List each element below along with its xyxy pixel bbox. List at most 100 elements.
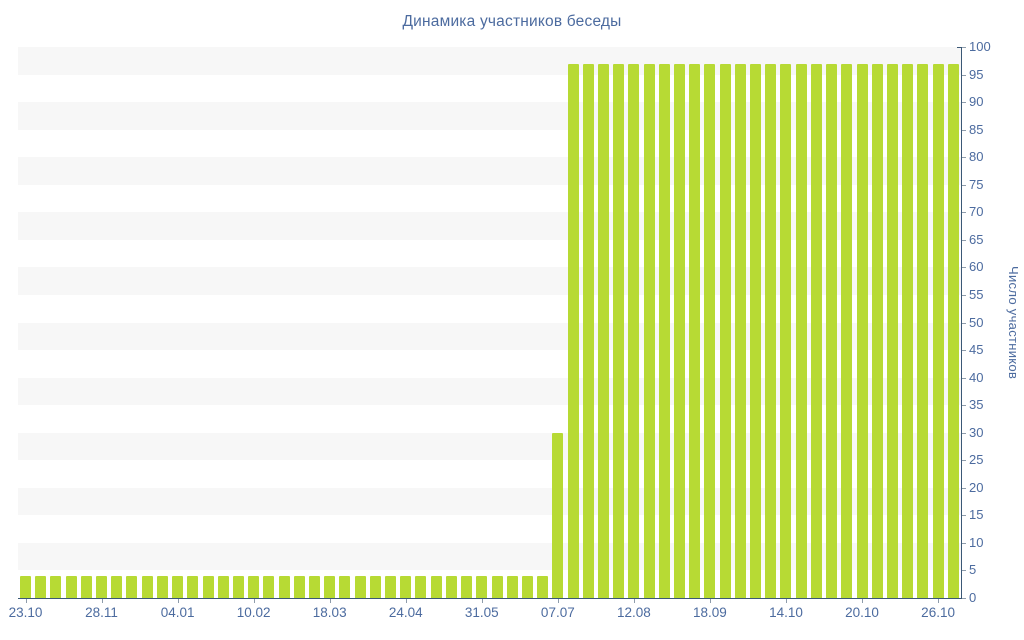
bar <box>385 575 397 598</box>
x-tick <box>405 599 407 603</box>
bar <box>461 575 473 598</box>
bar <box>65 575 77 598</box>
y-tick <box>962 350 966 352</box>
y-tick <box>962 598 966 599</box>
x-tick-label: 18.03 <box>312 605 347 620</box>
bar <box>902 63 914 598</box>
y-tick-label: 40 <box>969 369 984 385</box>
y-tick-label: 45 <box>969 342 984 358</box>
y-tick-label: 90 <box>969 94 984 110</box>
y-tick <box>962 515 966 517</box>
y-tick <box>962 129 966 131</box>
x-tick-label: 07.07 <box>540 605 575 620</box>
bar <box>765 63 777 598</box>
bar <box>643 63 655 598</box>
y-tick-label: 20 <box>969 479 984 495</box>
y-axis-title: Число участников <box>1006 265 1021 380</box>
y-tick-label: 35 <box>969 397 984 413</box>
bar <box>582 63 594 598</box>
bar <box>96 575 108 598</box>
x-tick <box>481 599 483 603</box>
x-tick-label: 31.05 <box>464 605 499 620</box>
y-tick-label: 65 <box>969 232 984 248</box>
bar <box>628 63 640 598</box>
bar <box>917 63 929 598</box>
bar <box>156 575 168 598</box>
y-tick <box>962 542 966 544</box>
bar <box>339 575 351 598</box>
x-tick <box>253 599 255 603</box>
x-tick <box>101 599 103 603</box>
bar <box>537 575 549 598</box>
x-tick <box>177 599 179 603</box>
bar <box>35 575 47 598</box>
y-tick-label: 100 <box>969 39 991 55</box>
y-tick <box>962 74 966 76</box>
x-tick <box>329 599 331 603</box>
y-tick-label: 25 <box>969 452 984 468</box>
bar <box>932 63 944 598</box>
chart-title: Динамика участников беседы <box>402 13 622 30</box>
bar <box>324 575 336 598</box>
bar <box>795 63 807 598</box>
bar <box>415 575 427 598</box>
y-tick <box>962 432 966 434</box>
y-tick-label: 85 <box>969 121 984 137</box>
bar <box>658 63 670 598</box>
y-axis-top-cap <box>957 47 961 48</box>
bar <box>445 575 457 598</box>
x-tick-label: 24.04 <box>388 605 423 620</box>
y-tick-label: 75 <box>969 176 984 192</box>
x-tick <box>709 599 711 603</box>
y-tick-label: 95 <box>969 66 984 82</box>
bar <box>810 63 822 598</box>
y-tick <box>962 405 966 407</box>
bar <box>172 575 184 598</box>
bar <box>613 63 625 598</box>
bar <box>734 63 746 598</box>
bar <box>232 575 244 598</box>
y-tick-label: 0 <box>969 590 977 606</box>
y-tick-label: 70 <box>969 204 984 220</box>
bar <box>430 575 442 598</box>
bar <box>780 63 792 598</box>
y-tick <box>962 460 966 462</box>
bar <box>597 63 609 598</box>
plot-area: 0 5 10 15 20 25 30 35 40 45 50 55 60 65 70 75 80 85 90 95 10… <box>9 39 991 620</box>
y-tick <box>962 322 966 324</box>
bar <box>871 63 883 598</box>
y-tick <box>962 239 966 241</box>
y-tick-label: 55 <box>969 287 984 303</box>
bar <box>689 63 701 598</box>
y-tick-label: 80 <box>969 149 984 165</box>
bar <box>826 63 838 598</box>
x-tick-label: 23.10 <box>8 605 43 620</box>
y-tick <box>962 294 966 296</box>
x-tick-label: 18.09 <box>693 605 727 620</box>
bar <box>217 575 229 598</box>
y-tick <box>962 102 966 104</box>
y-tick <box>962 267 966 269</box>
bar <box>20 575 31 598</box>
y-tick <box>962 47 966 48</box>
bar <box>308 575 320 598</box>
bar <box>111 575 123 598</box>
bar <box>354 575 366 598</box>
bar <box>841 63 853 598</box>
y-tick <box>962 184 966 186</box>
bar <box>567 63 579 598</box>
bar <box>80 575 92 598</box>
y-tick-label: 15 <box>969 507 984 523</box>
y-tick <box>962 212 966 214</box>
x-tick <box>938 599 940 603</box>
bar <box>750 63 762 598</box>
y-tick-label: 60 <box>969 259 984 275</box>
bar <box>674 63 686 598</box>
x-tick <box>862 599 864 603</box>
y-tick-label: 30 <box>969 424 984 440</box>
y-tick-label: 50 <box>969 314 984 330</box>
x-tick <box>633 599 635 603</box>
y-tick <box>962 157 966 159</box>
bar <box>719 63 731 598</box>
